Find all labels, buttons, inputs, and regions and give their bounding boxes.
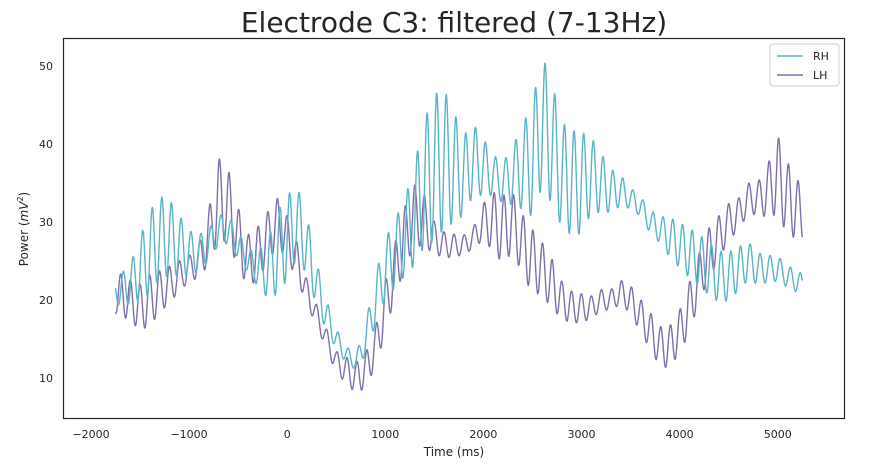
plot-area-frame <box>62 37 846 420</box>
x-tick-labels: −2000 −1000 0 1000 2000 3000 4000 5000 <box>72 428 791 441</box>
x-tick-label: 4000 <box>666 428 694 441</box>
y-tick-labels: 10 20 30 40 50 <box>39 60 53 385</box>
y-axis-label-unit: mV <box>17 201 31 222</box>
series-line-lh <box>114 137 804 391</box>
y-tick-label: 10 <box>39 372 53 385</box>
x-tick-label: 0 <box>284 428 291 441</box>
y-tick-label: 30 <box>39 216 53 229</box>
chart-title: Electrode C3: filtered (7-13Hz) <box>241 6 667 39</box>
legend: RH LH <box>769 43 840 87</box>
x-tick-label: −1000 <box>170 428 207 441</box>
y-axis-label: Power (mV2) <box>16 192 31 266</box>
x-tick-label: −2000 <box>72 428 109 441</box>
y-tick-label: 40 <box>39 138 53 151</box>
y-tick-label: 20 <box>39 294 53 307</box>
x-axis-label: Time (ms) <box>423 445 485 459</box>
x-tick-label: 3000 <box>568 428 596 441</box>
legend-label-rh: RH <box>813 50 829 63</box>
x-tick-label: 5000 <box>764 428 792 441</box>
series-line-rh <box>114 62 804 369</box>
x-tick-label: 1000 <box>371 428 399 441</box>
y-axis-label-suffix: ) <box>17 192 31 197</box>
y-axis-label-exponent: 2 <box>16 196 25 201</box>
plot-lines <box>114 62 804 391</box>
legend-label-lh: LH <box>813 69 827 82</box>
y-tick-label: 50 <box>39 60 53 73</box>
x-tick-label: 2000 <box>469 428 497 441</box>
y-axis-label-prefix: Power ( <box>17 221 31 266</box>
